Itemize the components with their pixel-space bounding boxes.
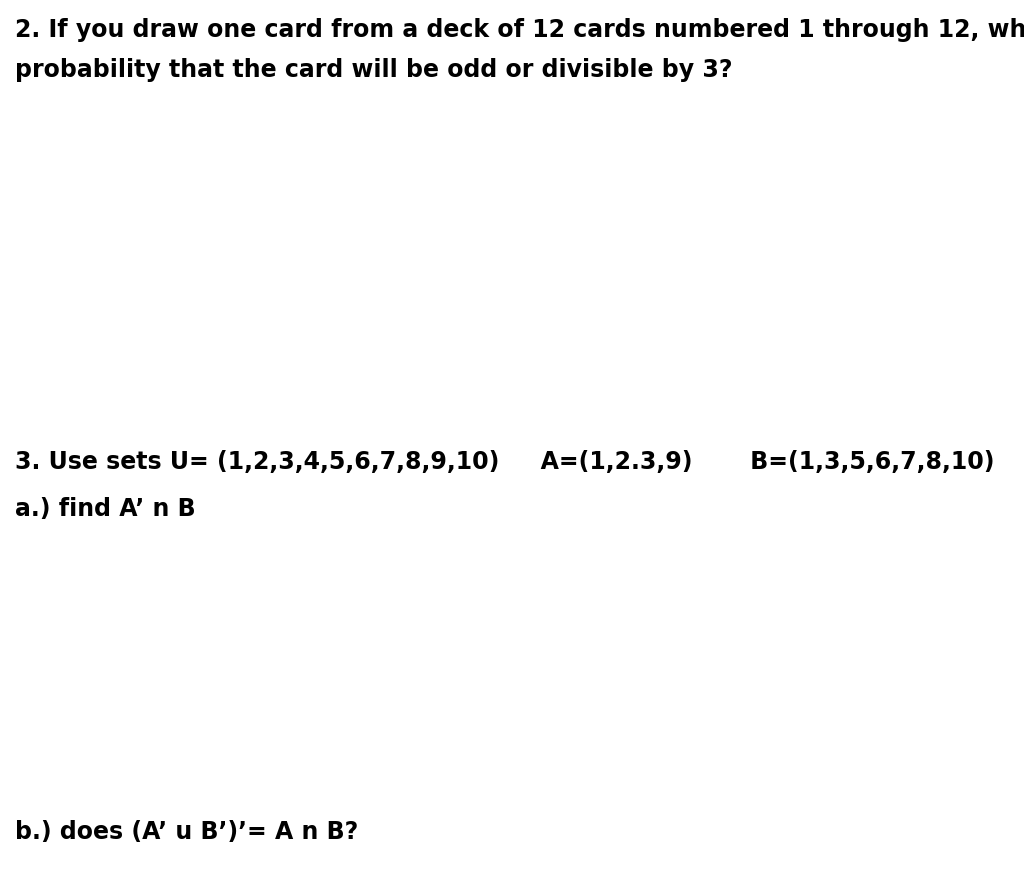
Text: 3. Use sets U= (1,2,3,4,5,6,7,8,9,10)     A=(1,2.3,9)       B=(1,3,5,6,7,8,10): 3. Use sets U= (1,2,3,4,5,6,7,8,9,10) A=… bbox=[15, 450, 994, 474]
Text: probability that the card will be odd or divisible by 3?: probability that the card will be odd or… bbox=[15, 58, 732, 82]
Text: a.) find A’ n B: a.) find A’ n B bbox=[15, 497, 196, 521]
Text: b.) does (A’ u B’)’= A n B?: b.) does (A’ u B’)’= A n B? bbox=[15, 820, 358, 844]
Text: 2. If you draw one card from a deck of 12 cards numbered 1 through 12, what is t: 2. If you draw one card from a deck of 1… bbox=[15, 18, 1024, 42]
